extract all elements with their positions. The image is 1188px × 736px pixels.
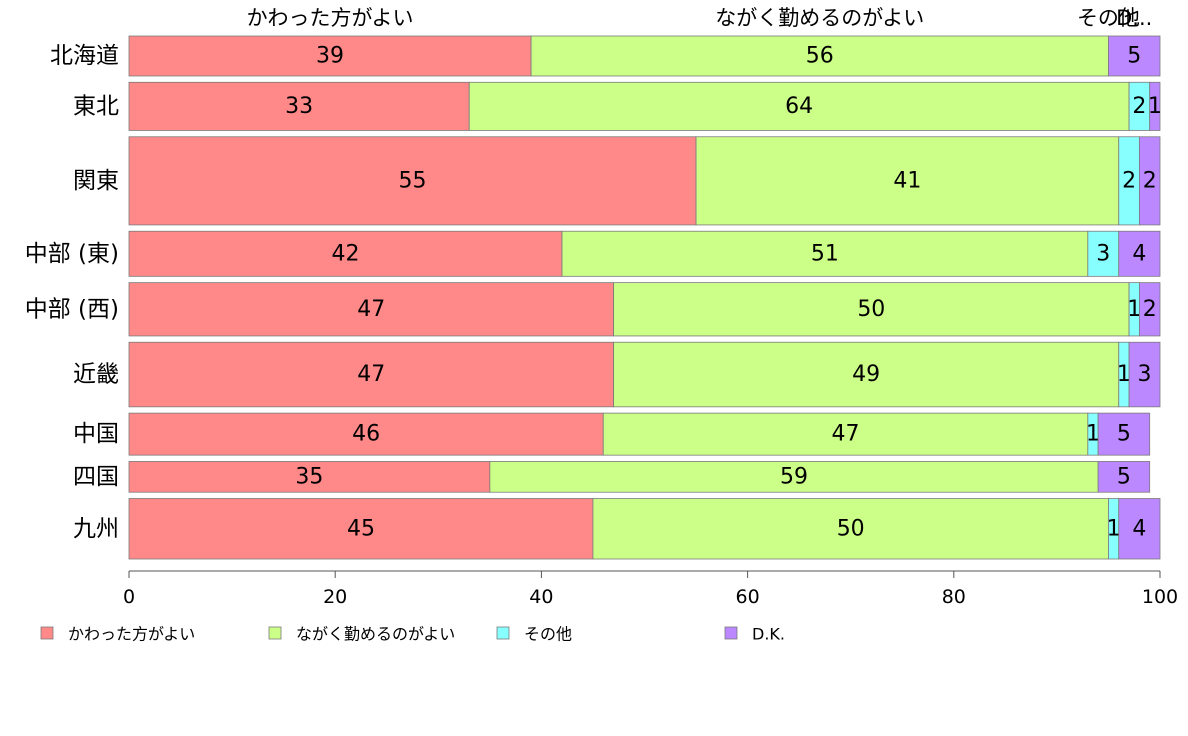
category-label: 九州 xyxy=(73,516,119,542)
data-label: 1 xyxy=(1107,516,1121,541)
bar-segment xyxy=(128,498,594,560)
top-label: その他 xyxy=(1077,6,1140,30)
legend-swatch xyxy=(40,626,54,640)
category-label: 中部 (西) xyxy=(25,296,119,322)
data-label: 47 xyxy=(357,362,385,387)
category-label: 中部 (東) xyxy=(25,241,119,267)
bar-segment xyxy=(561,230,1089,277)
legend-swatch xyxy=(496,626,510,640)
data-label: 1 xyxy=(1086,422,1100,447)
bar-segment xyxy=(613,341,1120,408)
data-label: 47 xyxy=(832,422,860,447)
bar-segment xyxy=(1118,498,1161,560)
top-label: ながく勤めるのがよい xyxy=(715,6,924,30)
data-label: 56 xyxy=(806,43,834,68)
data-label: 33 xyxy=(285,94,313,119)
data-label: 45 xyxy=(347,516,375,541)
data-label: 5 xyxy=(1127,43,1141,68)
legend: かわった方がよい ながく勤めるのがよい その他 D.K. xyxy=(40,625,785,644)
data-label: 2 xyxy=(1132,94,1146,119)
data-label: 46 xyxy=(352,422,380,447)
category-label: 四国 xyxy=(73,464,119,490)
x-tick-label: 100 xyxy=(1142,586,1178,608)
bar-segment xyxy=(128,412,604,456)
bar-segment xyxy=(128,461,491,493)
data-label: 41 xyxy=(893,168,921,193)
legend-swatch xyxy=(724,626,738,640)
bar-segment xyxy=(1128,341,1161,408)
x-tick-label: 0 xyxy=(123,586,135,608)
bar-segment xyxy=(695,136,1120,226)
legend-label: ながく勤めるのがよい xyxy=(296,625,455,644)
category-label: 北海道 xyxy=(50,43,119,69)
data-label: 55 xyxy=(399,168,427,193)
data-label: 1 xyxy=(1127,297,1141,322)
category-label: 近畿 xyxy=(73,362,119,388)
data-label: 47 xyxy=(357,297,385,322)
data-label: 51 xyxy=(811,241,839,266)
data-label: 50 xyxy=(837,516,865,541)
data-label: 50 xyxy=(857,297,885,322)
bar-segment xyxy=(128,81,470,131)
x-tick-label: 60 xyxy=(736,586,760,608)
category-label: 関東 xyxy=(73,168,119,194)
data-label: 3 xyxy=(1138,362,1152,387)
bar-segment xyxy=(1138,282,1161,337)
bar-segment xyxy=(128,341,614,408)
bar-segment xyxy=(489,461,1099,493)
bar-segment xyxy=(128,35,532,77)
top-label: D... xyxy=(1116,6,1152,30)
data-label: 39 xyxy=(316,43,344,68)
legend-label: D.K. xyxy=(752,625,785,644)
data-label: 5 xyxy=(1117,422,1131,447)
data-label: 3 xyxy=(1096,241,1110,266)
data-label: 42 xyxy=(332,241,360,266)
legend-label: かわった方がよい xyxy=(68,625,195,644)
bars: 39 56 533 64 2 155 41 2 242 51 3 447 50 1 247 49 1 346 47 1… xyxy=(128,35,1162,560)
top-label: かわった方がよい xyxy=(247,6,414,30)
data-label: 49 xyxy=(852,362,880,387)
bar-segment xyxy=(1108,35,1161,77)
x-tick-label: 20 xyxy=(323,586,347,608)
data-label: 35 xyxy=(295,464,323,489)
data-label: 64 xyxy=(785,94,813,119)
category-label: 中国 xyxy=(73,421,119,447)
top-labels: かわった方がよい ながく勤めるのがよい その他D... xyxy=(247,6,1153,30)
x-axis: 0 20 40 60 80 100 xyxy=(123,570,1178,608)
bar-segment xyxy=(1118,230,1161,277)
data-label: 59 xyxy=(780,464,808,489)
bar-segment xyxy=(128,136,697,226)
bar-segment xyxy=(468,81,1130,131)
bar-segment xyxy=(1097,412,1151,456)
data-label: 1 xyxy=(1117,362,1131,387)
data-label: 4 xyxy=(1132,241,1146,266)
category-label: 東北 xyxy=(73,93,119,119)
bar-segment xyxy=(128,282,614,337)
data-label: 2 xyxy=(1122,168,1136,193)
bar-segment xyxy=(613,282,1130,337)
legend-label: その他 xyxy=(524,625,572,644)
data-label: 2 xyxy=(1143,297,1157,322)
bar-segment xyxy=(128,230,563,277)
bar-segment xyxy=(530,35,1109,77)
bar-segment xyxy=(1097,461,1151,493)
bar-segment xyxy=(1149,81,1161,131)
data-label: 1 xyxy=(1148,94,1162,119)
bar-segment xyxy=(1138,136,1161,226)
data-label: 4 xyxy=(1132,516,1146,541)
x-tick-label: 80 xyxy=(942,586,966,608)
data-label: 5 xyxy=(1117,464,1131,489)
x-tick-label: 40 xyxy=(529,586,553,608)
data-label: 2 xyxy=(1143,168,1157,193)
bar-segment xyxy=(592,498,1109,560)
legend-swatch xyxy=(268,626,282,640)
